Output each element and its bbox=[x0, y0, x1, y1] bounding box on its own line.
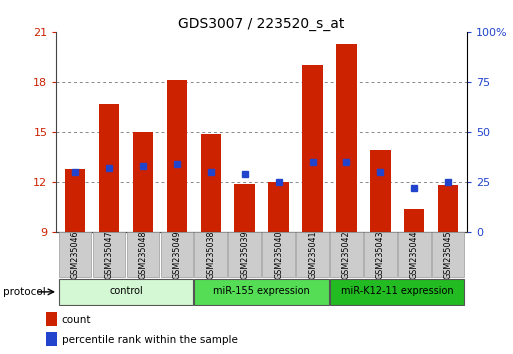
Bar bbox=[59, 279, 193, 305]
Text: GSM235045: GSM235045 bbox=[444, 230, 452, 279]
Bar bbox=[302, 65, 323, 232]
Text: GSM235046: GSM235046 bbox=[71, 230, 80, 279]
Text: GSM235038: GSM235038 bbox=[206, 230, 215, 279]
Bar bbox=[194, 232, 227, 278]
Bar bbox=[161, 232, 193, 278]
Text: protocol: protocol bbox=[3, 287, 45, 297]
Text: GSM235049: GSM235049 bbox=[172, 230, 181, 279]
Bar bbox=[432, 232, 464, 278]
Bar bbox=[370, 150, 390, 232]
Text: percentile rank within the sample: percentile rank within the sample bbox=[62, 335, 238, 345]
Bar bbox=[59, 232, 91, 278]
Text: GSM235047: GSM235047 bbox=[105, 230, 113, 279]
Bar bbox=[93, 232, 125, 278]
Bar bbox=[398, 232, 430, 278]
Bar bbox=[201, 133, 221, 232]
Text: miR-K12-11 expression: miR-K12-11 expression bbox=[341, 286, 453, 297]
Text: GSM235043: GSM235043 bbox=[376, 230, 385, 279]
Text: miR-155 expression: miR-155 expression bbox=[213, 286, 310, 297]
Text: GSM235042: GSM235042 bbox=[342, 230, 351, 279]
Bar bbox=[296, 232, 329, 278]
Bar bbox=[194, 279, 329, 305]
Bar bbox=[234, 183, 255, 232]
Text: GSM235040: GSM235040 bbox=[274, 230, 283, 279]
Bar bbox=[167, 80, 187, 232]
Title: GDS3007 / 223520_s_at: GDS3007 / 223520_s_at bbox=[179, 17, 345, 31]
Bar bbox=[336, 44, 357, 232]
Text: count: count bbox=[62, 315, 91, 325]
Text: control: control bbox=[109, 286, 143, 297]
Bar bbox=[46, 332, 57, 346]
Text: GSM235041: GSM235041 bbox=[308, 230, 317, 279]
Bar bbox=[127, 232, 159, 278]
Bar bbox=[46, 312, 57, 326]
Bar bbox=[330, 279, 464, 305]
Bar bbox=[364, 232, 397, 278]
Bar bbox=[330, 232, 363, 278]
Bar bbox=[262, 232, 295, 278]
Bar bbox=[268, 182, 289, 232]
Bar bbox=[133, 132, 153, 232]
Bar bbox=[65, 169, 85, 232]
Bar bbox=[404, 209, 424, 232]
Bar bbox=[438, 185, 458, 232]
Text: GSM235044: GSM235044 bbox=[410, 230, 419, 279]
Text: GSM235048: GSM235048 bbox=[139, 230, 147, 279]
Text: GSM235039: GSM235039 bbox=[240, 230, 249, 279]
Bar bbox=[228, 232, 261, 278]
Bar bbox=[99, 103, 119, 232]
